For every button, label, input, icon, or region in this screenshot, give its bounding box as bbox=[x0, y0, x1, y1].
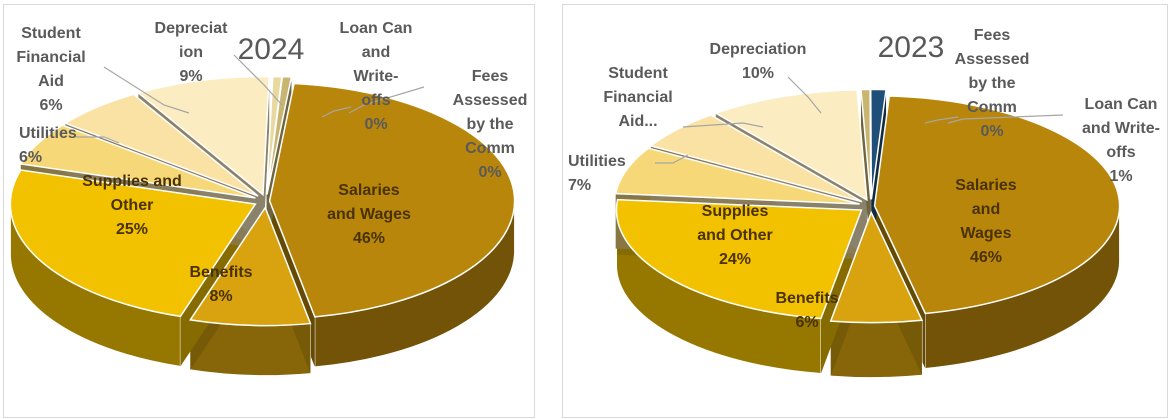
slice-cut-fees-assessed-by-the-comm bbox=[860, 89, 871, 255]
pie-chart-2024: 2024 Salaries and Wages 46% Benefits 8%Suppli… bbox=[9, 20, 528, 377]
slice-benefits bbox=[188, 205, 312, 327]
data-label-salaries-and-wages: Salaries and Wages 46% bbox=[955, 177, 1016, 266]
slice-depreciation bbox=[136, 75, 271, 197]
data-label-supplies-and-other: Supplies and Other 25% bbox=[82, 173, 182, 238]
slice-utilities bbox=[19, 124, 256, 199]
leader-line-utilities bbox=[76, 136, 120, 144]
chart-title: 2023 bbox=[878, 31, 945, 64]
leader-line-loan-can-and-write-offs bbox=[947, 114, 1064, 124]
data-label-fees-assessed-by-the-comm: Fees Assessed by the Comm 0% bbox=[453, 68, 528, 181]
data-label-depreciation: Depreciation 10% bbox=[710, 41, 807, 82]
data-label-supplies-and-other: Supplies and Other 24% bbox=[697, 203, 773, 268]
chart-panel-2023: 2023 Salaries and Wages 46% Benefits 6% Supplie… bbox=[562, 4, 1168, 418]
slice-loan-can-and-write-offs bbox=[869, 88, 887, 200]
pie-tops bbox=[614, 88, 1121, 324]
data-label-utilities: Utilities 7% bbox=[568, 153, 626, 194]
slice-depreciation bbox=[713, 89, 868, 202]
pie-tops bbox=[9, 75, 516, 327]
slice-salaries-and-wages bbox=[873, 95, 1121, 315]
slice-utilities bbox=[614, 147, 860, 205]
pie-chart-2023: 2023 Salaries and Wages 46% Benefits 6%Supplie… bbox=[568, 27, 1160, 379]
data-label-loan-can-and-write-offs: Loan Can and Write-offs 1% bbox=[1082, 96, 1160, 185]
chart-panel-2024: 2024 Salaries and Wages 46% Benefits 8% Suppli… bbox=[3, 4, 535, 418]
leader-line-loan-can-and-write-offs bbox=[321, 106, 352, 118]
slice-supplies-and-other bbox=[9, 169, 257, 318]
slice-supplies-and-other bbox=[615, 198, 863, 320]
leader-line-student-financial-aid bbox=[103, 66, 190, 114]
data-label-loan-can-and-write-offs: Loan Can and Write-offs 0% bbox=[340, 20, 413, 133]
data-label-benefits: Benefits 8% bbox=[189, 264, 252, 305]
slice-benefits bbox=[829, 210, 924, 324]
leader-line-fees-assessed-by-the-comm bbox=[924, 116, 959, 124]
chart-title: 2024 bbox=[238, 33, 305, 66]
data-label-depreciation: Depreciat ion 9% bbox=[155, 20, 229, 85]
slice-fees-assessed-by-the-comm bbox=[266, 75, 293, 195]
leader-line-student-financial-aid bbox=[682, 122, 764, 128]
data-label-fees-assessed-by-the-comm: Fees Assessed by the Comm 0% bbox=[955, 27, 1030, 140]
data-label-utilities: Utilities 6% bbox=[19, 125, 77, 166]
slice-student-financial-aid bbox=[649, 114, 863, 203]
data-label-benefits: Benefits 6% bbox=[775, 290, 838, 331]
data-label-student-financial-aid: Student Financial Aid 6% bbox=[16, 25, 85, 114]
slice-student-financial-aid bbox=[63, 93, 259, 197]
data-label-student-financial-aid: Student Financial Aid... bbox=[603, 65, 672, 130]
leader-line-utilities bbox=[655, 154, 689, 164]
leader-line-depreciation bbox=[233, 54, 283, 106]
leader-line-fees-assessed-by-the-comm bbox=[348, 86, 425, 114]
leader-line-depreciation bbox=[787, 76, 822, 114]
data-label-salaries-and-wages: Salaries and Wages 46% bbox=[327, 182, 411, 247]
